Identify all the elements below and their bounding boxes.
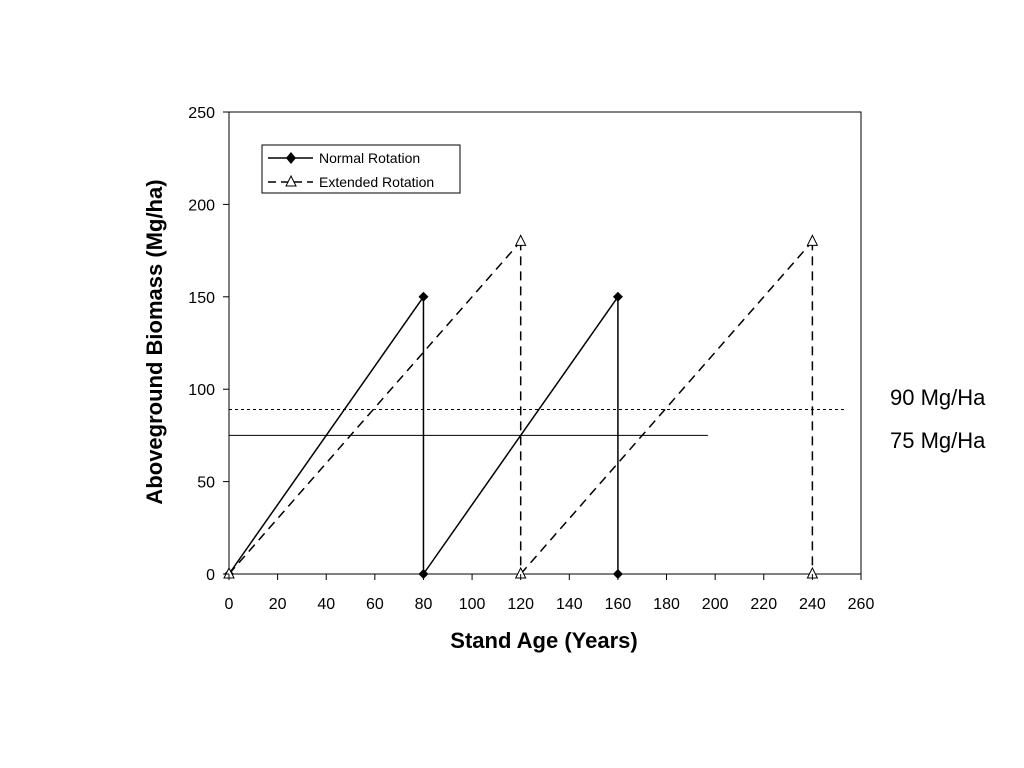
legend-label-normal: Normal Rotation <box>319 150 420 166</box>
legend-label-extended: Extended Rotation <box>319 174 434 190</box>
legend-marker-extended-triangle <box>285 174 297 187</box>
legend-marker-normal-diamond <box>286 152 296 164</box>
x-tick-label-220: 220 <box>750 596 777 613</box>
series-1-point-1 <box>514 234 527 246</box>
series-0-segment-2 <box>422 296 619 575</box>
x-tick-label-180: 180 <box>653 596 680 613</box>
x-tick-label-140: 140 <box>556 596 583 613</box>
x-axis-title: Stand Age (Years) <box>450 628 637 653</box>
y-tick-label-50: 50 <box>197 475 215 492</box>
x-tick-label-240: 240 <box>799 596 826 613</box>
series-0-point-3 <box>612 291 623 302</box>
series-1-segment-0 <box>228 240 522 575</box>
x-tick-label-80: 80 <box>415 596 433 613</box>
x-tick-label-260: 260 <box>848 596 875 613</box>
plot-area-frame <box>228 111 862 575</box>
series-1-point-3 <box>806 234 819 246</box>
x-tick-label-40: 40 <box>317 596 335 613</box>
x-tick-label-200: 200 <box>702 596 729 613</box>
x-tick-label-120: 120 <box>507 596 534 613</box>
x-tick-label-100: 100 <box>459 596 486 613</box>
y-tick-label-150: 150 <box>188 290 215 307</box>
series-0-segment-0 <box>228 296 425 575</box>
y-axis-title: Aboveground Biomass (Mg/ha) <box>142 179 167 504</box>
x-tick-label-160: 160 <box>605 596 632 613</box>
ref-label-90: 90 Mg/Ha <box>890 385 986 410</box>
y-tick-label-100: 100 <box>188 382 215 399</box>
y-tick-label-250: 250 <box>188 105 215 122</box>
y-tick-label-0: 0 <box>206 567 215 584</box>
ref-label-75: 75 Mg/Ha <box>890 428 986 453</box>
y-tick-label-200: 200 <box>188 197 215 214</box>
x-tick-label-0: 0 <box>225 596 234 613</box>
series-0-point-1 <box>418 291 429 302</box>
x-tick-label-60: 60 <box>366 596 384 613</box>
x-tick-label-20: 20 <box>269 596 287 613</box>
series-1-segment-2 <box>520 240 813 575</box>
